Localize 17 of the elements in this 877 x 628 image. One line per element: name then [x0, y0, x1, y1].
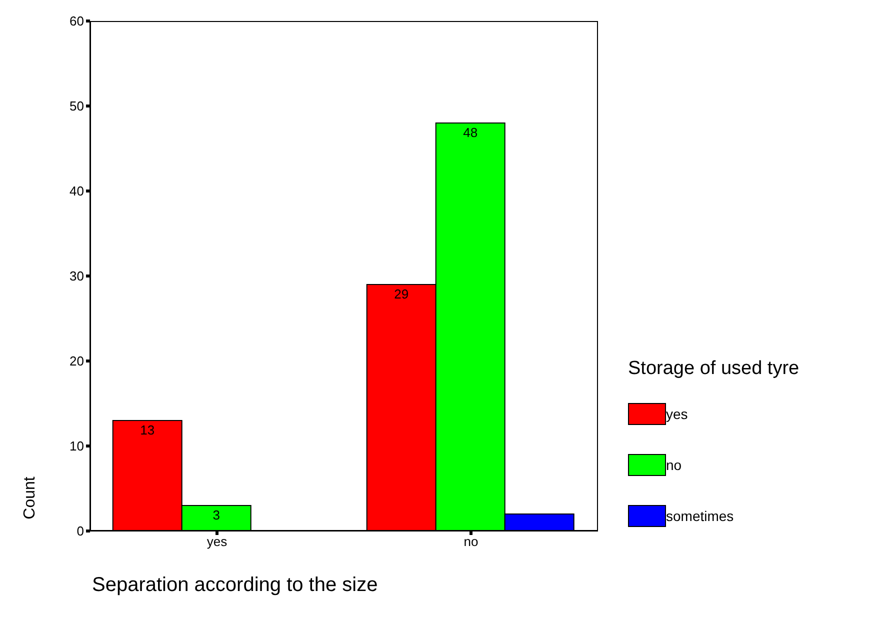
legend-title: Storage of used tyre	[628, 358, 800, 380]
y-axis-title: Count	[21, 476, 39, 520]
data-label: 48	[463, 125, 478, 140]
x-axis-title: Separation according to the size	[92, 574, 378, 597]
legend-label: no	[666, 457, 682, 473]
legend-label: sometimes	[666, 508, 734, 524]
y-tick-label: 50	[70, 98, 84, 114]
data-label: 13	[140, 422, 155, 438]
y-tick-label: 40	[70, 184, 84, 199]
legend-label: yes	[666, 406, 688, 422]
data-label: 29	[394, 286, 409, 302]
y-tick-label: 20	[70, 354, 84, 369]
y-tick-label: 10	[70, 438, 84, 454]
data-label: 3	[212, 508, 220, 523]
y-tick-label: 60	[70, 14, 84, 29]
y-tick-label: 30	[70, 268, 84, 284]
y-tick-label: 0	[76, 524, 84, 539]
